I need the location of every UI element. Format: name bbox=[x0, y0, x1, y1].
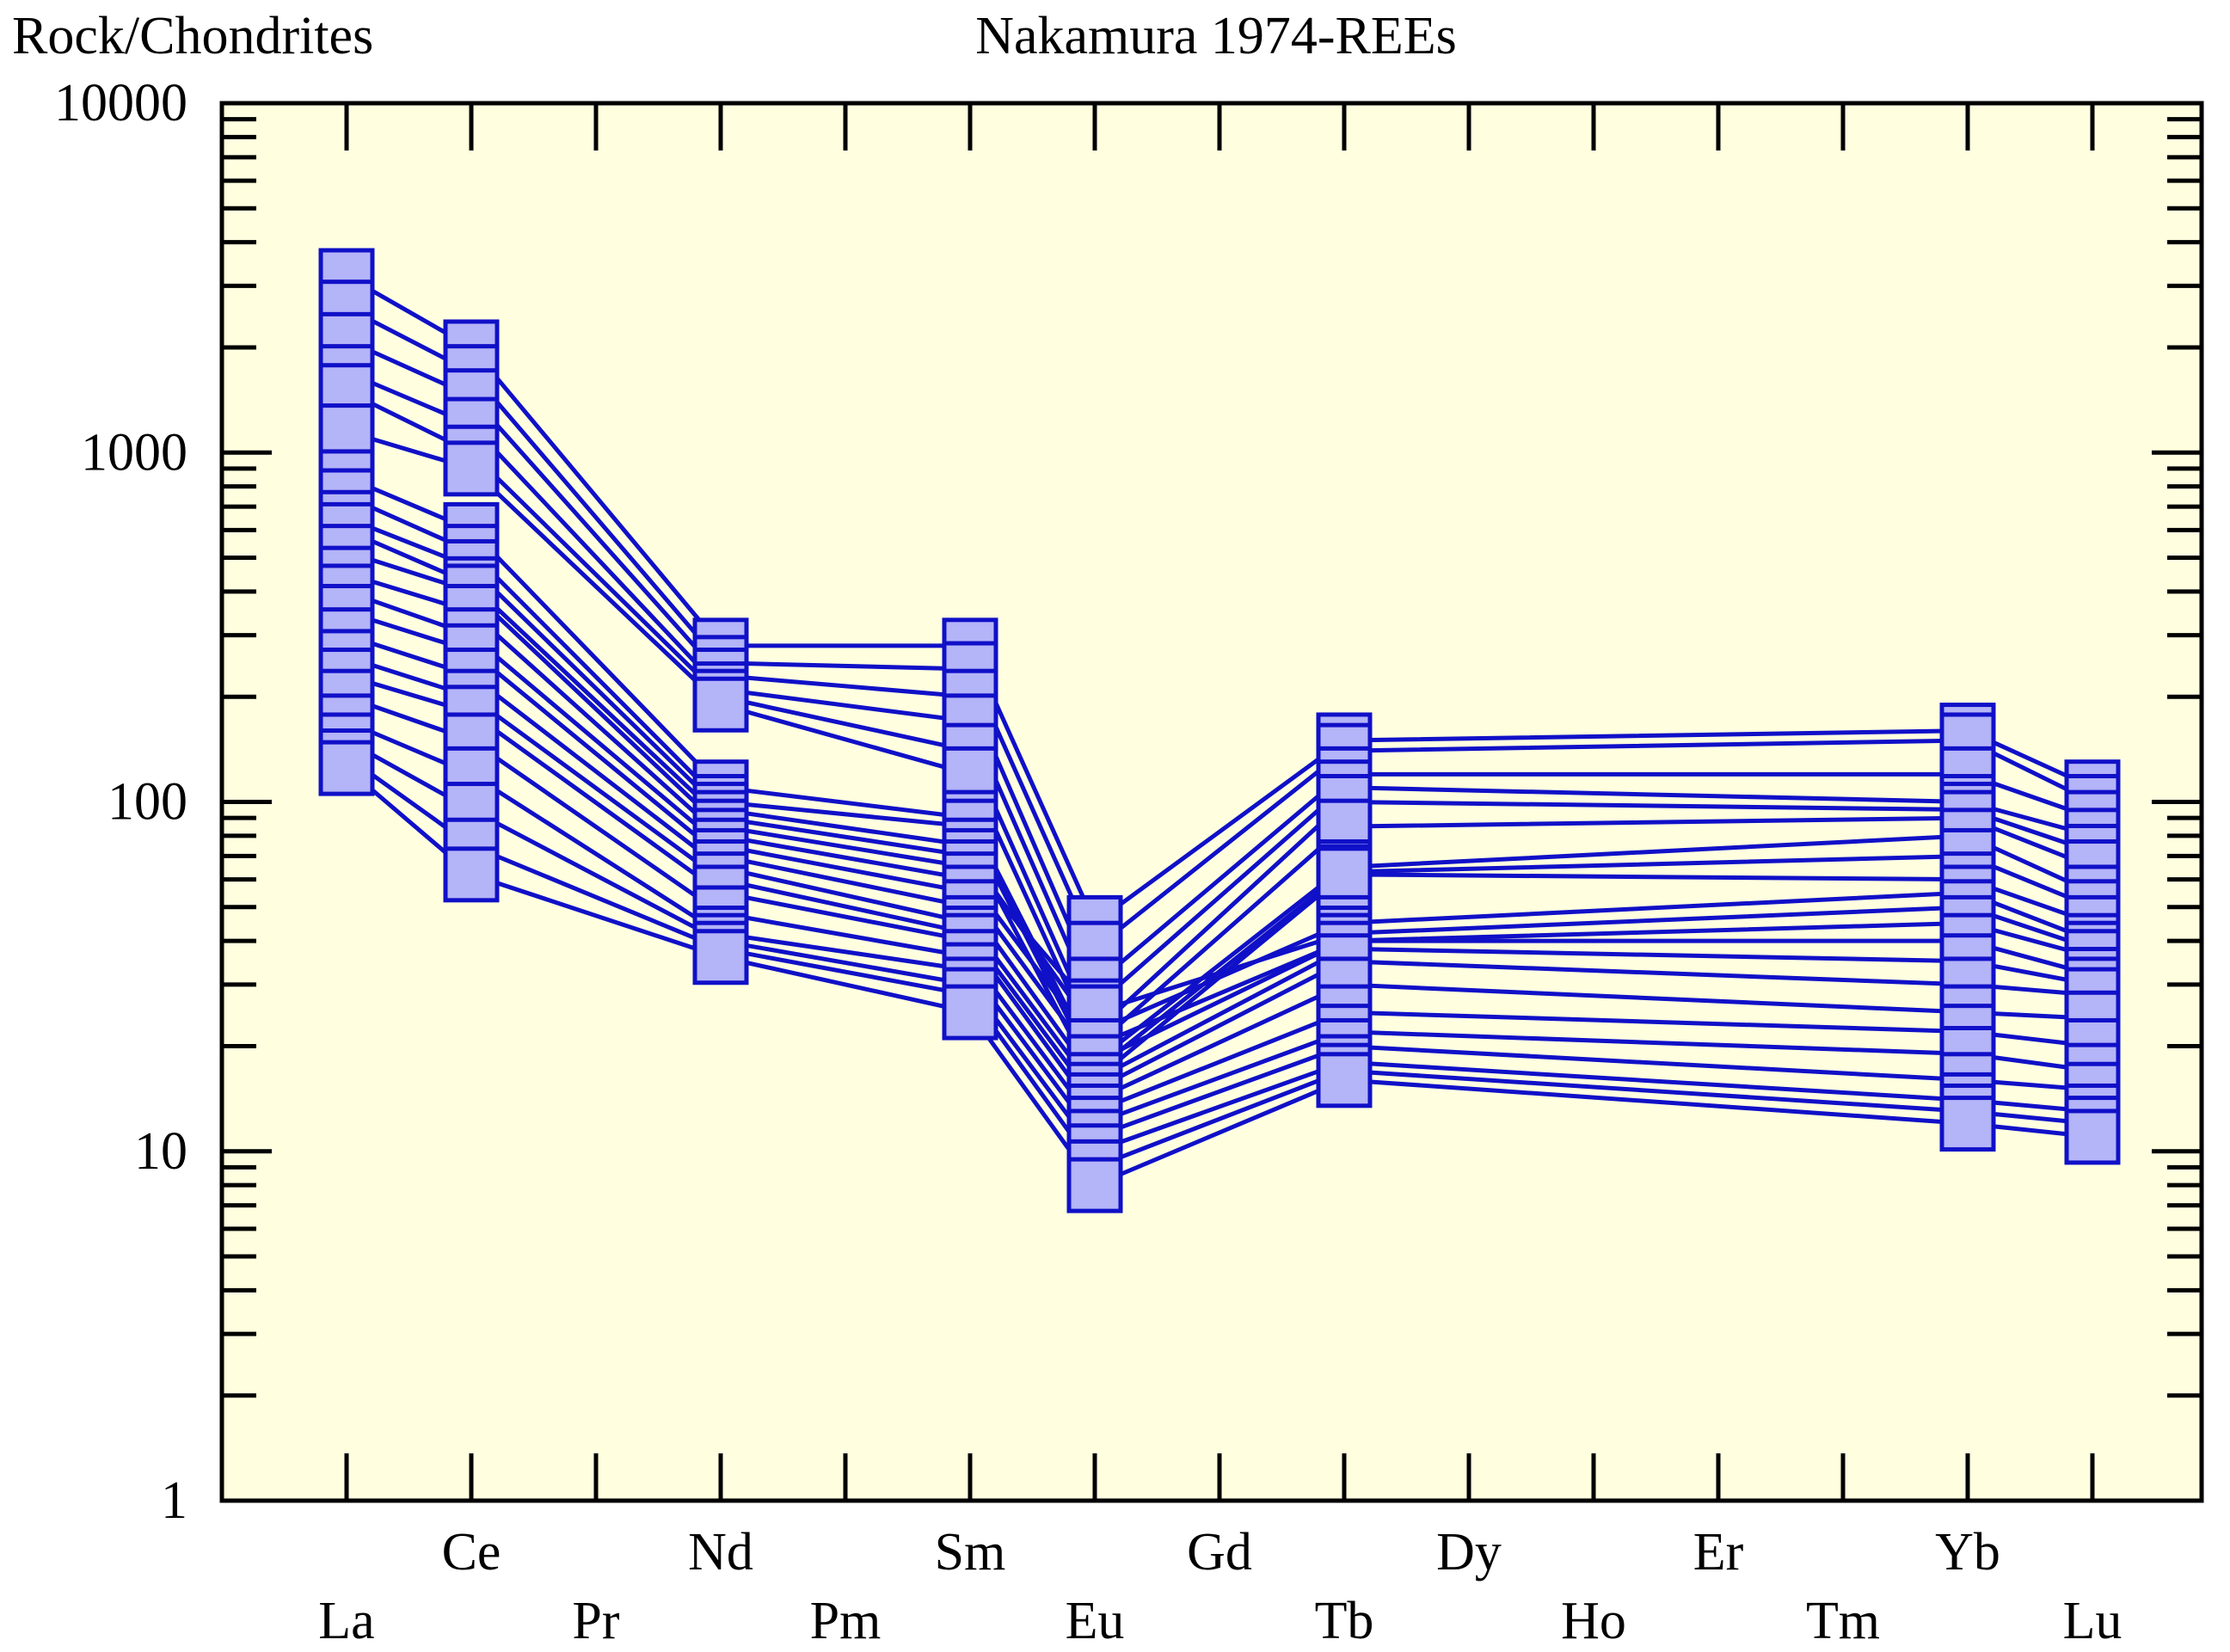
series-line-16 bbox=[346, 654, 2093, 1102]
x-tick-label-Ho: Ho bbox=[1561, 1592, 1626, 1650]
series-line-10 bbox=[346, 528, 2093, 1035]
marker-layer bbox=[318, 248, 2121, 1213]
series-6-marker-1 bbox=[443, 440, 500, 497]
series-6-marker-2 bbox=[692, 676, 749, 733]
x-tick-label-Ce: Ce bbox=[442, 1523, 501, 1581]
series-line-15 bbox=[346, 633, 2093, 1092]
x-tick-label-Lu: Lu bbox=[2063, 1592, 2122, 1650]
x-tick-label-Er: Er bbox=[1693, 1523, 1744, 1581]
label-layer: 1 10 100 1000 10000 La Ce Pr Nd Pm Sm Eu Gd Tb Dy Ho Er T… bbox=[54, 74, 2122, 1650]
series-line-3 bbox=[345, 338, 2093, 987]
series-line-4 bbox=[346, 370, 2093, 1009]
y-axis-title: Rock/Chondrites bbox=[12, 7, 373, 65]
x-tick-label-Yb: Yb bbox=[1935, 1523, 2000, 1581]
series-22-marker-3 bbox=[942, 984, 998, 1041]
series-layer bbox=[345, 273, 2094, 1188]
y-tick-label: 1000 bbox=[81, 423, 187, 482]
y-tick-label: 10 bbox=[134, 1122, 187, 1181]
series-line-8 bbox=[345, 494, 2093, 1073]
series-22-marker-4 bbox=[1066, 1157, 1123, 1213]
series-line-18 bbox=[346, 694, 2093, 1127]
series-9-marker-5 bbox=[1316, 846, 1373, 903]
series-line-19 bbox=[346, 719, 2093, 1139]
series-line-12 bbox=[346, 571, 2093, 1048]
plot-background bbox=[222, 103, 2202, 1501]
series-line-1 bbox=[345, 273, 2094, 925]
series-22-marker-0 bbox=[318, 740, 375, 796]
x-tick-label-Eu: Eu bbox=[1066, 1592, 1125, 1650]
series-22-marker-1 bbox=[443, 846, 500, 903]
x-tick-label-Pm: Pm bbox=[810, 1592, 882, 1650]
series-line-14 bbox=[346, 610, 2093, 1083]
series-line-22 bbox=[345, 766, 2093, 1188]
chart-title: Nakamura 1974-REEs bbox=[975, 7, 1457, 65]
x-tick-label-Nd: Nd bbox=[688, 1523, 753, 1581]
series-line-17 bbox=[346, 673, 2093, 1114]
x-tick-label-Tb: Tb bbox=[1315, 1592, 1374, 1650]
series-line-21 bbox=[345, 754, 2093, 1170]
x-tick-label-Sm: Sm bbox=[935, 1523, 1006, 1581]
y-tick-label: 1 bbox=[161, 1471, 187, 1530]
y-tick-label: 10000 bbox=[54, 74, 187, 132]
series-line-5 bbox=[345, 389, 2093, 1035]
series-line-2 bbox=[345, 305, 2094, 951]
series-line-20 bbox=[345, 738, 2093, 1154]
series-22-marker-5 bbox=[1316, 1052, 1373, 1108]
series-line-13 bbox=[346, 589, 2093, 1065]
series-line-11 bbox=[346, 550, 2093, 1015]
x-tick-label-Dy: Dy bbox=[1436, 1523, 1502, 1581]
series-22-marker-6 bbox=[1939, 1096, 1996, 1152]
y-tick-label: 100 bbox=[108, 773, 187, 832]
tick-layer bbox=[222, 103, 2202, 1503]
x-tick-label-La: La bbox=[318, 1592, 374, 1650]
series-22-marker-2 bbox=[692, 929, 749, 986]
x-tick-label-Gd: Gd bbox=[1187, 1523, 1252, 1581]
series-22-marker-7 bbox=[2064, 1108, 2121, 1165]
series-line-6 bbox=[346, 429, 2093, 1048]
x-tick-label-Tm: Tm bbox=[1806, 1592, 1880, 1650]
x-tick-label-Pr: Pr bbox=[572, 1592, 619, 1650]
